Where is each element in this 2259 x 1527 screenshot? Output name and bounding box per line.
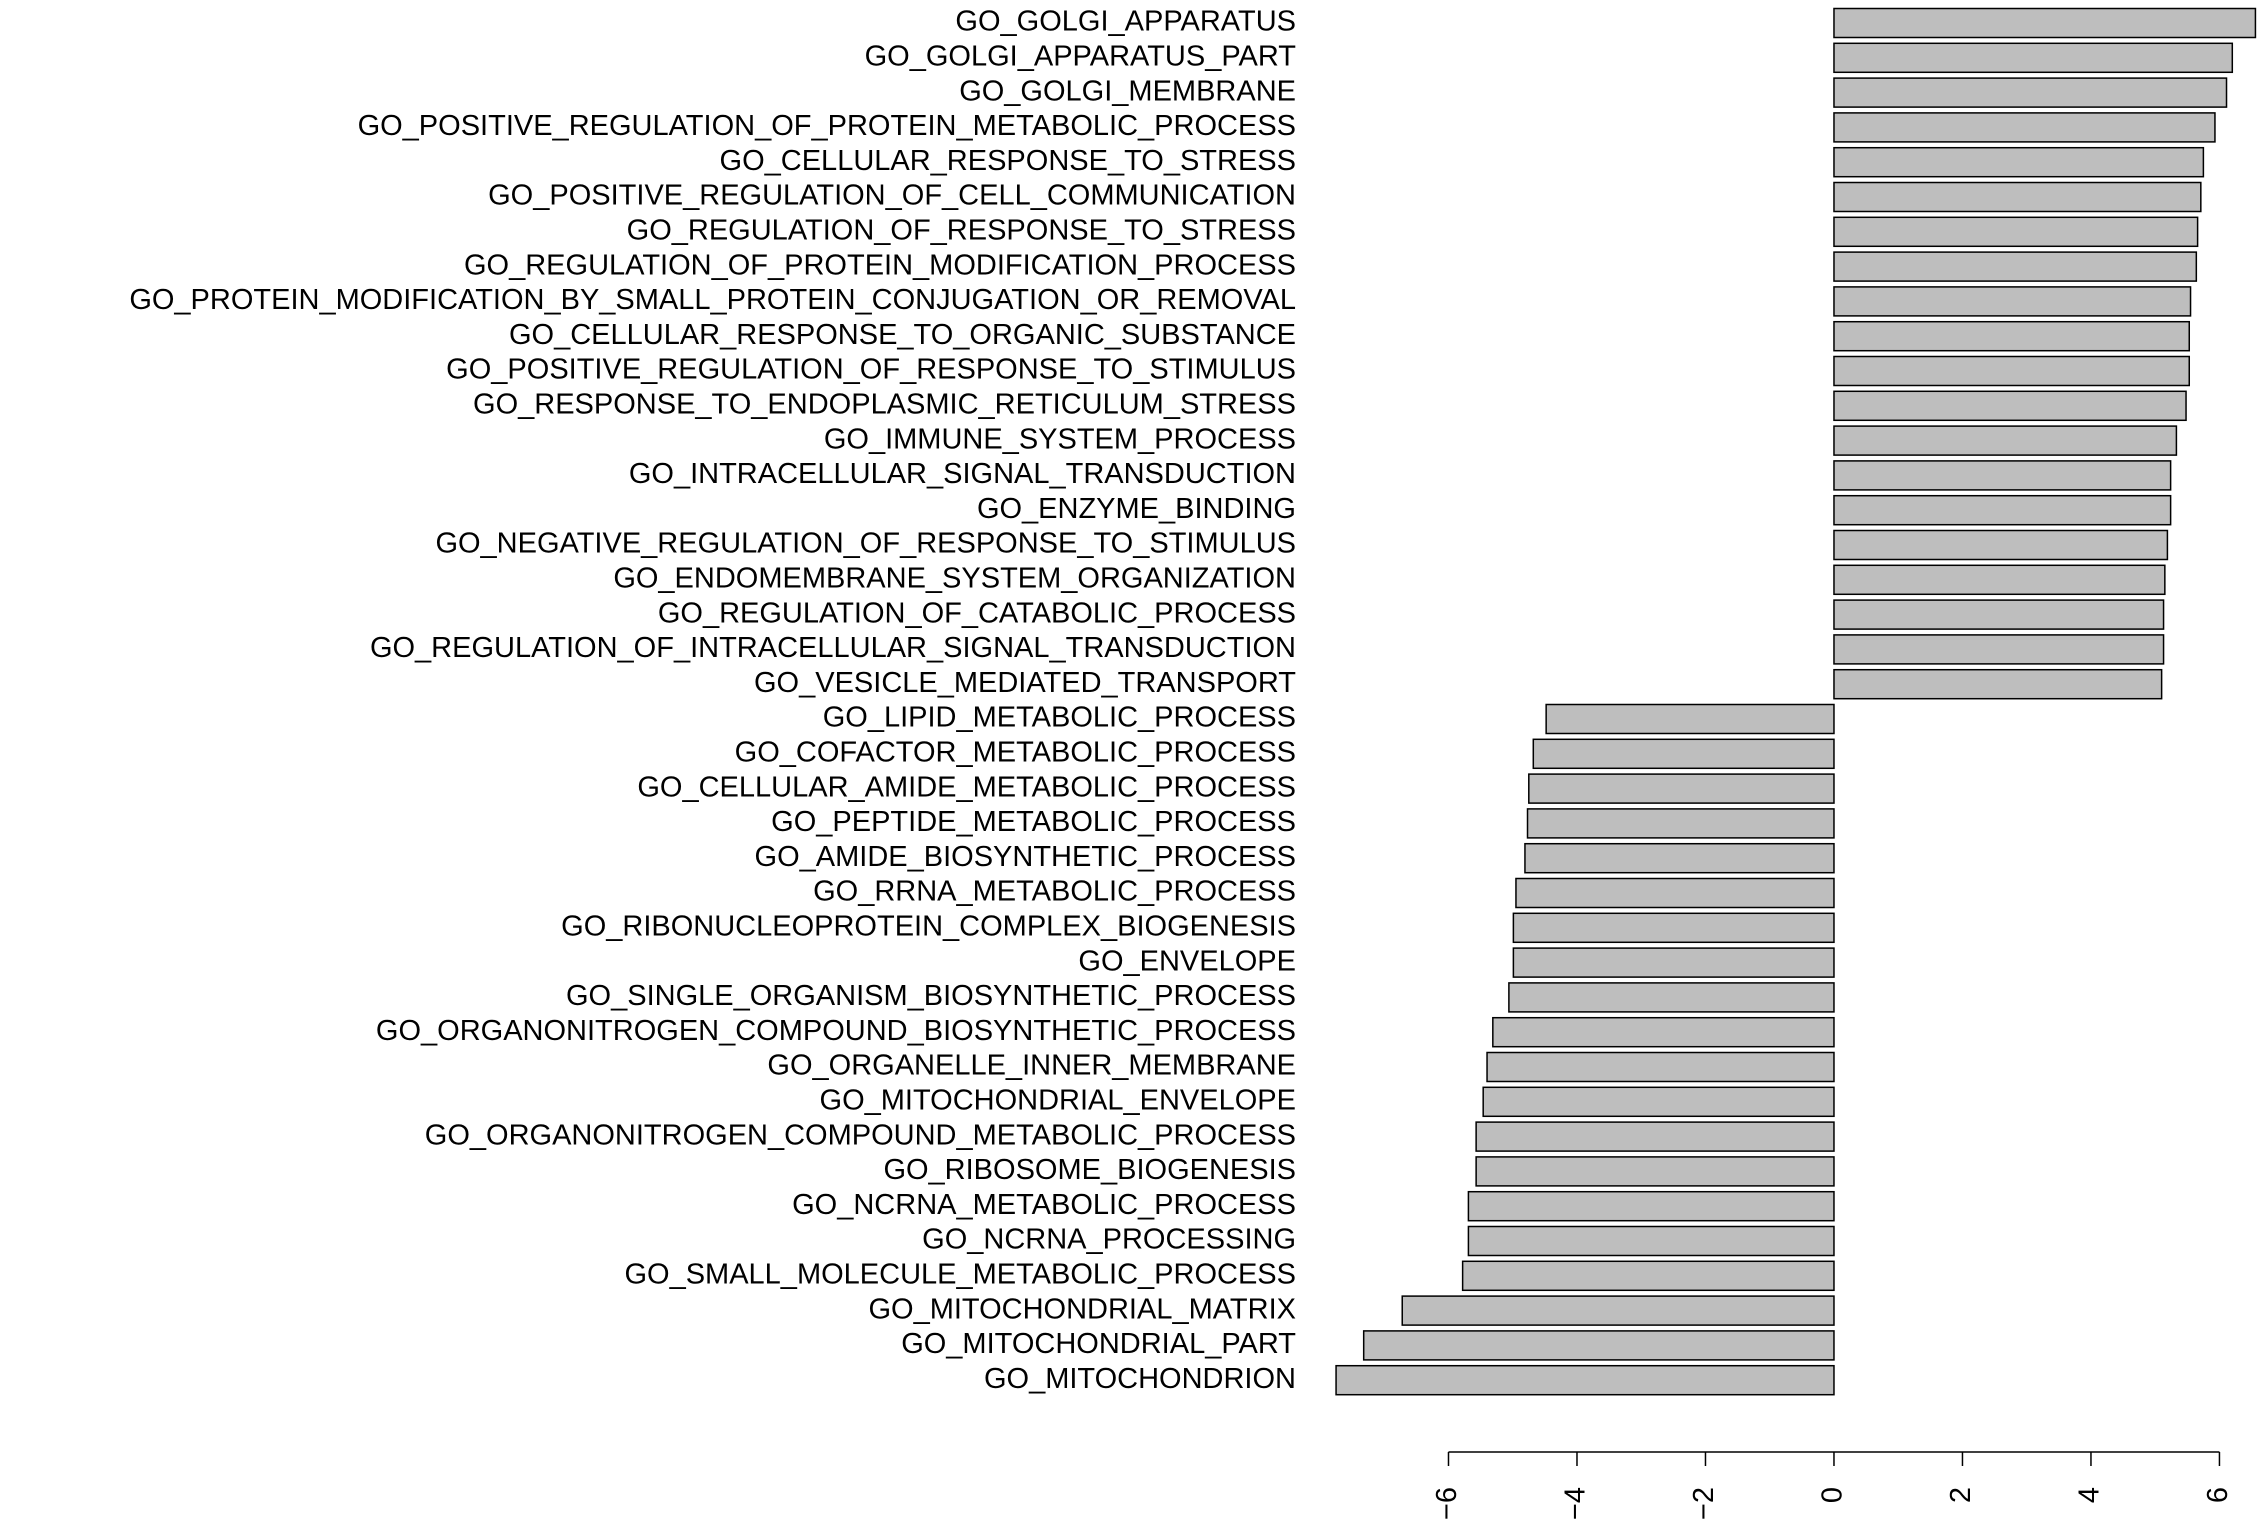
bar (1401, 1295, 1835, 1326)
bar (1508, 982, 1835, 1013)
category-label: GO_INTRACELLULAR_SIGNAL_TRANSDUCTION (629, 458, 1296, 490)
category-label: GO_NCRNA_METABOLIC_PROCESS (792, 1189, 1296, 1221)
bar (1833, 425, 2178, 456)
category-label: GO_REGULATION_OF_INTRACELLULAR_SIGNAL_TR… (370, 632, 1296, 664)
bar (1335, 1364, 1835, 1396)
category-label: GO_GOLGI_APPARATUS (955, 6, 1296, 38)
category-label: GO_REGULATION_OF_RESPONSE_TO_STRESS (627, 214, 1296, 246)
category-label: GO_REGULATION_OF_CATABOLIC_PROCESS (658, 597, 1296, 629)
bar (1833, 494, 2172, 526)
x-tick-label: −2 (1688, 1487, 1720, 1520)
category-label: GO_POSITIVE_REGULATION_OF_CELL_COMMUNICA… (488, 180, 1296, 212)
bar (1467, 1190, 1835, 1222)
bar (1833, 112, 2216, 143)
bar (1528, 773, 1835, 804)
category-label: GO_POSITIVE_REGULATION_OF_PROTEIN_METABO… (358, 110, 1296, 142)
category-label: GO_MITOCHONDRIAL_MATRIX (868, 1293, 1296, 1325)
bar (1492, 1016, 1835, 1048)
bar (1524, 842, 1835, 874)
bar (1362, 1330, 1835, 1361)
bar (1833, 77, 2228, 108)
category-label: GO_POSITIVE_REGULATION_OF_RESPONSE_TO_ST… (446, 354, 1296, 386)
category-label: GO_SMALL_MOLECULE_METABOLIC_PROCESS (624, 1258, 1296, 1290)
bar (1833, 529, 2169, 561)
bar (1486, 1051, 1835, 1083)
bar (1833, 564, 2166, 596)
category-label: GO_CELLULAR_RESPONSE_TO_ORGANIC_SUBSTANC… (509, 319, 1296, 351)
bar (1475, 1121, 1835, 1152)
bar (1833, 42, 2234, 74)
x-tick-label: −6 (1431, 1487, 1463, 1520)
category-label: GO_ORGANONITROGEN_COMPOUND_METABOLIC_PRO… (425, 1119, 1296, 1151)
bar (1545, 703, 1835, 735)
category-label: GO_ORGANELLE_INNER_MEMBRANE (767, 1050, 1296, 1082)
category-label: GO_COFACTOR_METABOLIC_PROCESS (735, 736, 1296, 768)
category-label: GO_PEPTIDE_METABOLIC_PROCESS (771, 806, 1296, 838)
category-label: GO_CELLULAR_AMIDE_METABOLIC_PROCESS (637, 771, 1296, 803)
category-label: GO_MITOCHONDRION (984, 1363, 1296, 1395)
bar (1833, 668, 2163, 700)
x-tick-label: 2 (1945, 1487, 1977, 1503)
bar (1512, 947, 1835, 978)
category-label: GO_RIBONUCLEOPROTEIN_COMPLEX_BIOGENESIS (561, 910, 1296, 942)
category-label: GO_GOLGI_MEMBRANE (959, 75, 1296, 107)
category-label: GO_ENZYME_BINDING (977, 493, 1296, 525)
category-label: GO_SINGLE_ORGANISM_BIOSYNTHETIC_PROCESS (566, 980, 1296, 1012)
category-label: GO_GOLGI_APPARATUS_PART (865, 40, 1297, 72)
bar (1833, 599, 2165, 630)
bar (1515, 877, 1835, 909)
bar (1833, 355, 2191, 387)
bar (1532, 738, 1835, 770)
category-label: GO_RIBOSOME_BIOGENESIS (883, 1154, 1296, 1186)
x-tick-label: 4 (2074, 1487, 2106, 1503)
bar (1467, 1225, 1835, 1257)
category-label: GO_RESPONSE_TO_ENDOPLASMIC_RETICULUM_STR… (473, 388, 1296, 420)
category-label: GO_AMIDE_BIOSYNTHETIC_PROCESS (755, 841, 1296, 873)
bar (1833, 7, 2257, 39)
bar (1833, 460, 2172, 491)
bar (1833, 146, 2205, 178)
bar (1475, 1156, 1835, 1187)
bar (1833, 320, 2191, 352)
category-label: GO_LIPID_METABOLIC_PROCESS (823, 702, 1296, 734)
bar (1833, 634, 2165, 665)
x-tick-label: −4 (1560, 1487, 1592, 1520)
x-tick-label: 0 (1817, 1487, 1849, 1503)
category-label: GO_CELLULAR_RESPONSE_TO_STRESS (720, 145, 1296, 177)
category-label: GO_ENDOMEMBRANE_SYSTEM_ORGANIZATION (613, 562, 1296, 594)
category-label: GO_ENVELOPE (1078, 945, 1296, 977)
category-label: GO_PROTEIN_MODIFICATION_BY_SMALL_PROTEIN… (129, 284, 1296, 316)
category-label: GO_REGULATION_OF_PROTEIN_MODIFICATION_PR… (464, 249, 1296, 281)
bar (1482, 1086, 1835, 1118)
category-label: GO_NCRNA_PROCESSING (922, 1224, 1296, 1256)
category-label: GO_IMMUNE_SYSTEM_PROCESS (824, 423, 1296, 455)
bar (1512, 912, 1835, 944)
category-label: GO_VESICLE_MEDIATED_TRANSPORT (754, 667, 1296, 699)
bar (1833, 181, 2202, 213)
category-label: GO_MITOCHONDRIAL_PART (901, 1328, 1296, 1360)
bar (1833, 286, 2192, 317)
bar (1833, 390, 2187, 422)
bar (1833, 251, 2198, 282)
category-label: GO_NEGATIVE_REGULATION_OF_RESPONSE_TO_ST… (435, 528, 1296, 560)
category-label: GO_RRNA_METABOLIC_PROCESS (813, 876, 1296, 908)
bar (1833, 216, 2199, 248)
bar (1461, 1260, 1835, 1292)
x-tick-label: 6 (2202, 1487, 2234, 1503)
bar (1526, 808, 1835, 839)
category-label: GO_MITOCHONDRIAL_ENVELOPE (820, 1084, 1296, 1116)
category-label: GO_ORGANONITROGEN_COMPOUND_BIOSYNTHETIC_… (376, 1015, 1296, 1047)
